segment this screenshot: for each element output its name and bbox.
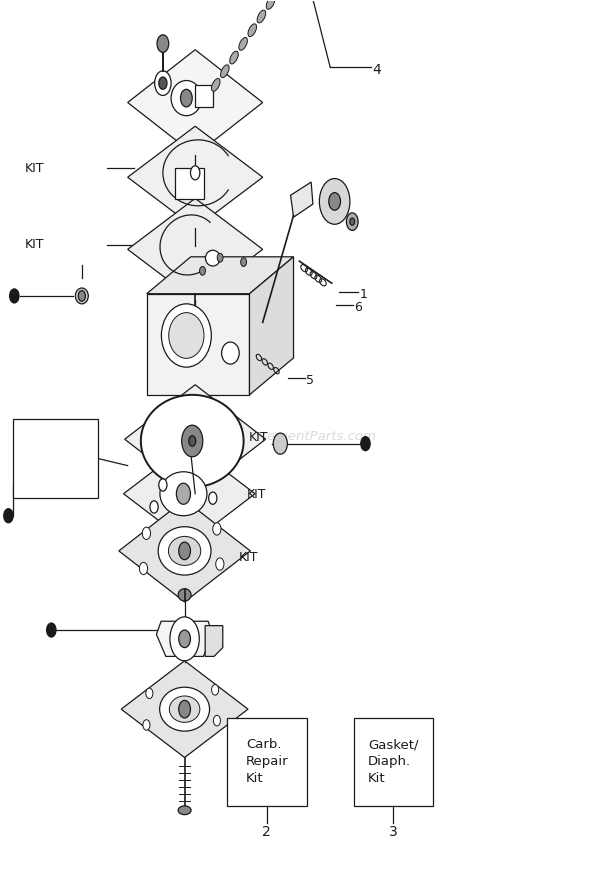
Circle shape [142, 527, 150, 540]
Circle shape [179, 542, 191, 560]
Circle shape [150, 501, 158, 513]
Text: 5: 5 [306, 374, 314, 387]
Polygon shape [119, 500, 250, 602]
Polygon shape [127, 49, 263, 155]
Polygon shape [147, 294, 250, 395]
Circle shape [139, 563, 148, 575]
Ellipse shape [141, 395, 244, 487]
Circle shape [157, 34, 169, 52]
Ellipse shape [160, 687, 209, 731]
Circle shape [241, 258, 247, 266]
Text: Carb.
Repair
Kit: Carb. Repair Kit [246, 738, 289, 785]
Ellipse shape [222, 342, 239, 364]
Circle shape [346, 213, 358, 230]
Polygon shape [156, 621, 213, 656]
Bar [195, 85, 213, 107]
Circle shape [182, 425, 203, 457]
Polygon shape [123, 444, 255, 544]
Bar [175, 168, 204, 199]
Bar [354, 718, 433, 806]
Polygon shape [250, 257, 294, 395]
Circle shape [199, 266, 205, 275]
Circle shape [146, 688, 153, 699]
Polygon shape [147, 257, 294, 294]
Circle shape [47, 623, 56, 637]
Circle shape [4, 509, 13, 523]
Polygon shape [121, 661, 248, 758]
Circle shape [9, 289, 19, 303]
Ellipse shape [169, 312, 204, 358]
Circle shape [181, 89, 192, 107]
Ellipse shape [169, 696, 200, 722]
Circle shape [155, 71, 171, 95]
Polygon shape [124, 385, 266, 494]
Polygon shape [205, 625, 223, 656]
Text: 2: 2 [263, 826, 271, 840]
Ellipse shape [266, 0, 275, 9]
Circle shape [273, 433, 287, 454]
Circle shape [216, 558, 224, 571]
Circle shape [191, 166, 200, 180]
Text: KIT: KIT [25, 162, 44, 175]
Ellipse shape [230, 51, 238, 64]
Circle shape [179, 700, 191, 718]
Circle shape [217, 253, 223, 262]
Ellipse shape [239, 37, 247, 50]
Circle shape [212, 684, 219, 695]
Ellipse shape [205, 250, 220, 266]
Ellipse shape [211, 78, 220, 92]
Text: KIT: KIT [246, 488, 266, 501]
Text: KIT: KIT [25, 238, 44, 251]
Circle shape [329, 192, 340, 210]
Circle shape [159, 77, 167, 89]
Ellipse shape [169, 536, 201, 565]
Circle shape [360, 437, 370, 451]
Text: 3: 3 [389, 826, 398, 840]
Ellipse shape [221, 65, 229, 78]
Text: 4: 4 [372, 63, 381, 77]
Circle shape [159, 479, 167, 491]
Text: KIT: KIT [238, 551, 258, 564]
Polygon shape [127, 198, 263, 301]
Polygon shape [127, 126, 263, 228]
Ellipse shape [257, 10, 266, 23]
Text: Gasket/
Diaph.
Kit: Gasket/ Diaph. Kit [368, 738, 419, 785]
Circle shape [143, 720, 150, 730]
Ellipse shape [178, 806, 191, 815]
Text: 1: 1 [359, 288, 367, 301]
Text: 6: 6 [355, 302, 362, 314]
Ellipse shape [158, 527, 211, 575]
Circle shape [213, 523, 221, 535]
Ellipse shape [160, 472, 207, 516]
Circle shape [209, 492, 217, 505]
Ellipse shape [76, 288, 88, 303]
Ellipse shape [248, 24, 257, 37]
Circle shape [170, 617, 199, 661]
Ellipse shape [171, 80, 202, 116]
Polygon shape [291, 182, 313, 217]
Circle shape [214, 715, 221, 726]
Bar [13, 419, 99, 498]
Circle shape [176, 483, 191, 505]
Circle shape [319, 178, 350, 224]
Circle shape [189, 436, 196, 446]
Text: KIT: KIT [249, 431, 268, 444]
Circle shape [78, 291, 86, 302]
Ellipse shape [178, 588, 191, 601]
Text: eReplacementParts.com: eReplacementParts.com [214, 430, 376, 443]
Bar [228, 718, 307, 806]
Circle shape [350, 218, 355, 225]
Circle shape [179, 630, 191, 647]
Ellipse shape [162, 303, 211, 367]
